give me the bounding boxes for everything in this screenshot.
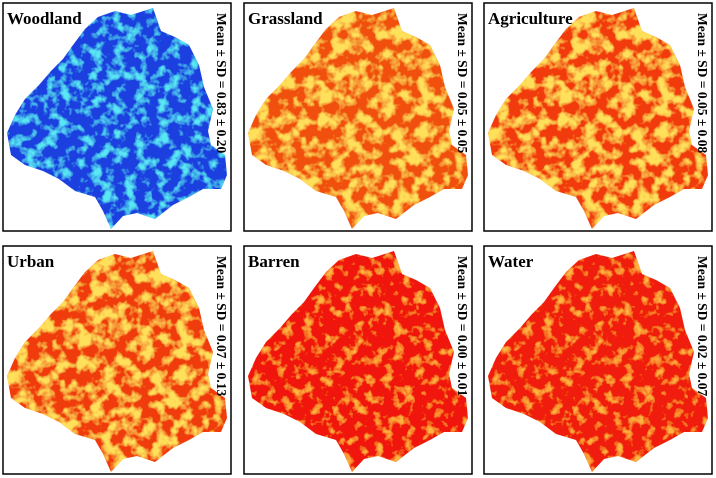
panel-stat: Mean ± SD = 0.00 ± 0.01 <box>455 256 470 397</box>
panel-frame <box>2 245 232 475</box>
panel: Urban Mean ± SD = 0.07 ± 0.13 <box>2 245 232 475</box>
panel-stat: Mean ± SD = 0.83 ± 0.20 <box>214 13 229 154</box>
panel-frame <box>243 2 473 232</box>
map-area <box>7 251 227 472</box>
panel: Agriculture Mean ± SD = 0.05 ± 0.08 <box>483 2 713 232</box>
panel-frame <box>2 2 232 232</box>
panel: Water Mean ± SD = 0.02 ± 0.07 <box>483 245 713 475</box>
panel-stat: Mean ± SD = 0.05 ± 0.05 <box>455 13 470 154</box>
map-area <box>488 251 708 472</box>
panel: Grassland Mean ± SD = 0.05 ± 0.05 <box>243 2 473 232</box>
panel: Barren Mean ± SD = 0.00 ± 0.01 <box>243 245 473 475</box>
panel-title: Water <box>488 252 534 271</box>
panel-frame <box>483 245 713 475</box>
panel-title: Urban <box>7 252 55 271</box>
panel-stat: Mean ± SD = 0.02 ± 0.07 <box>695 256 710 397</box>
panel-title: Woodland <box>7 9 82 28</box>
panel-stat: Mean ± SD = 0.05 ± 0.08 <box>695 13 710 154</box>
panel-frame <box>483 2 713 232</box>
panel: Woodland Mean ± SD = 0.83 ± 0.20 <box>2 2 232 232</box>
map-area <box>488 8 708 229</box>
panel-frame <box>243 245 473 475</box>
panel-title: Barren <box>248 252 300 271</box>
map-area <box>248 251 468 472</box>
map-area <box>248 8 468 229</box>
map-area <box>7 8 227 229</box>
panel-stat: Mean ± SD = 0.07 ± 0.13 <box>214 256 229 397</box>
panel-title: Agriculture <box>488 9 573 28</box>
panel-title: Grassland <box>248 9 323 28</box>
